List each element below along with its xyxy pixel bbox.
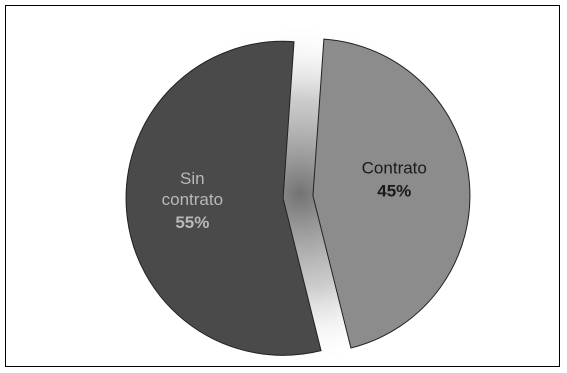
slice-label-contrato-line-1: Contrato xyxy=(362,159,427,178)
pie-slice-sin-contrato xyxy=(125,40,322,356)
pie-slice-contrato xyxy=(312,38,471,349)
slice-percent-sin-contrato: 55% xyxy=(175,213,209,232)
slice-percent-contrato: 45% xyxy=(377,182,411,201)
slice-label-sin-contrato-line-1: Sin xyxy=(180,169,205,188)
slice-label-sin-contrato-line-2: contrato xyxy=(162,190,223,209)
